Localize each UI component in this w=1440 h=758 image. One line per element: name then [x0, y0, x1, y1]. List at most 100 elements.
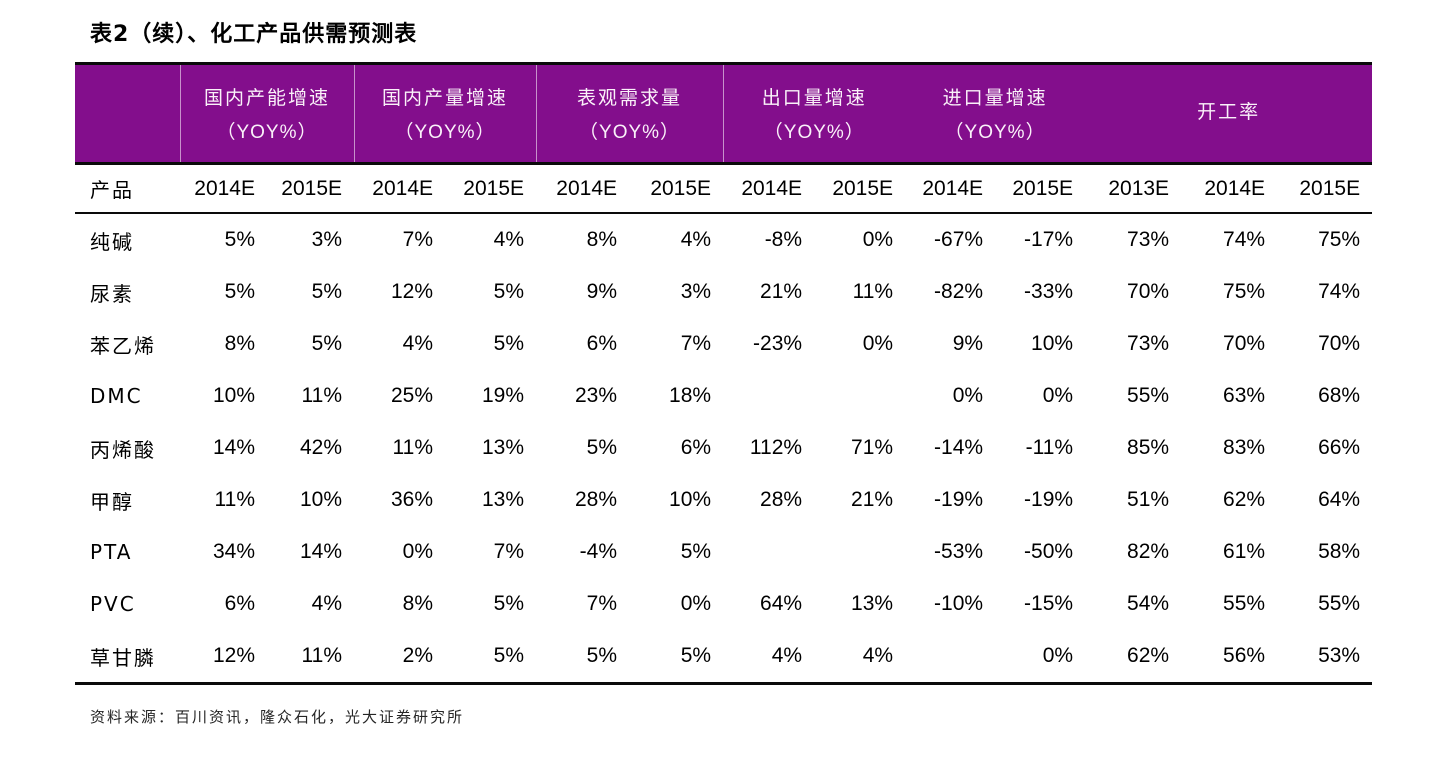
value-cell: 74% — [1318, 280, 1361, 303]
value-cell: 62% — [1085, 630, 1182, 685]
supply-demand-forecast-table: 国内产能增速 （YOY%） 国内产量增速 （YOY%） 表观需求量 （YOY%） 出口量增速… — [75, 62, 1373, 685]
column-group-unit: （YOY%） — [944, 122, 1046, 143]
column-group-name: 国内产量增速 — [382, 87, 509, 109]
value-cell: 13% — [482, 488, 525, 511]
value-cell: 42% — [299, 436, 343, 459]
value-cell: 5% — [680, 540, 712, 563]
value-cell: 11% — [214, 488, 255, 511]
value-cell: 53% — [1277, 630, 1373, 685]
year-header-row: 产品 2014E 2015E 2014E 2015E 2014E 2015E 2014E 20… — [75, 163, 1373, 214]
year-header: 2015E — [814, 163, 906, 214]
value-cell: 56% — [1181, 630, 1278, 685]
product-name: PTA — [90, 540, 133, 564]
value-cell: 10% — [669, 488, 712, 511]
year-header: 2014E — [1181, 163, 1278, 214]
value-cell: 7% — [493, 540, 525, 563]
value-cell: 5% — [224, 280, 255, 303]
product-column-header: 产品 — [75, 163, 180, 214]
value-cell: 0% — [995, 630, 1086, 685]
value-cell: 6% — [680, 436, 712, 459]
value-cell: 13% — [851, 592, 894, 615]
column-group-name: 开工率 — [1197, 100, 1261, 123]
product-name: 甲醇 — [90, 489, 134, 514]
value-cell — [723, 370, 814, 422]
value-cell: 8% — [402, 592, 434, 615]
value-cell: 73% — [1127, 332, 1170, 355]
table-row: 甲醇 11% 10% 36% 13% 28% 10% 28% 21% -19% -19% 51% 62%… — [75, 474, 1372, 526]
value-cell: -11% — [1025, 436, 1074, 459]
value-cell: 70% — [1127, 280, 1170, 303]
year-header: 2014E — [354, 163, 446, 214]
column-group: 进口量增速 （YOY%） — [905, 62, 1086, 165]
value-cell: -33% — [1024, 280, 1074, 303]
value-cell: 64% — [760, 592, 803, 615]
value-cell: 4% — [814, 630, 906, 685]
value-cell: -67% — [934, 228, 984, 251]
value-cell: 14% — [212, 436, 255, 459]
value-cell: 18% — [669, 384, 712, 407]
product-name: 尿素 — [90, 281, 134, 306]
value-cell: 64% — [1318, 488, 1361, 511]
value-cell: 11% — [267, 630, 355, 685]
value-cell: 4% — [493, 228, 525, 251]
column-group: 表观需求量 （YOY%） — [535, 62, 724, 165]
year-header: 2014E — [905, 163, 996, 214]
value-cell: 61% — [1223, 540, 1266, 563]
value-cell: -19% — [1024, 488, 1074, 511]
value-cell: 9% — [952, 332, 984, 355]
value-cell: 25% — [390, 384, 434, 407]
value-cell: 3% — [311, 228, 343, 251]
value-cell: 34% — [212, 540, 255, 563]
year-header: 2014E — [536, 163, 630, 214]
value-cell: 71% — [851, 436, 894, 459]
value-cell: 0% — [1042, 384, 1074, 407]
value-cell: 28% — [760, 488, 803, 511]
year-header: 2015E — [629, 163, 724, 214]
value-cell: 55% — [1318, 592, 1361, 615]
column-group: 出口量增速 （YOY%） — [722, 62, 906, 165]
table-row: PVC 6% 4% 8% 5% 7% 0% 64% 13% -10% -15% 54% 55% 55% — [75, 578, 1372, 630]
value-cell: 4% — [311, 592, 343, 615]
column-group: 开工率 — [1085, 62, 1373, 165]
value-cell: 19% — [482, 384, 525, 407]
column-group-name: 出口量增速 — [761, 87, 867, 109]
value-cell: 7% — [680, 332, 712, 355]
value-cell: -50% — [1024, 540, 1074, 563]
value-cell: 66% — [1318, 436, 1361, 459]
value-cell: 5% — [311, 280, 343, 303]
value-cell: 85% — [1127, 436, 1170, 459]
value-cell: 6% — [224, 592, 255, 615]
year-header: 2014E — [723, 163, 815, 214]
value-cell: 21% — [851, 488, 894, 511]
value-cell: 74% — [1223, 228, 1266, 251]
value-cell: 8% — [224, 332, 255, 355]
value-cell: 5% — [493, 280, 525, 303]
table-row: DMC 10% 11% 25% 19% 23% 18% 0% 0% 55% 63% 68% — [75, 370, 1372, 422]
value-cell: 9% — [586, 280, 618, 303]
value-cell: 28% — [575, 488, 618, 511]
column-group-unit: （YOY%） — [394, 122, 496, 143]
value-cell: 13% — [482, 436, 525, 459]
value-cell: 4% — [680, 228, 712, 251]
value-cell: 12% — [180, 630, 267, 685]
value-cell: 63% — [1223, 384, 1266, 407]
source-note: 资料来源：百川资讯，隆众石化，光大证券研究所 — [90, 708, 465, 726]
product-name: DMC — [90, 384, 143, 408]
year-header: 2015E — [1277, 163, 1373, 214]
value-cell: -53% — [934, 540, 984, 563]
value-cell: 54% — [1127, 592, 1170, 615]
page-title: 表2（续）、化工产品供需预测表 — [90, 22, 418, 47]
value-cell: -10% — [934, 592, 984, 615]
value-cell: 83% — [1223, 436, 1266, 459]
value-cell: 51% — [1127, 488, 1170, 511]
value-cell: -82% — [934, 280, 984, 303]
value-cell: 5% — [536, 630, 630, 685]
value-cell — [723, 526, 814, 578]
column-group-unit: （YOY%） — [579, 122, 681, 143]
value-cell: 0% — [402, 540, 434, 563]
value-cell: 36% — [390, 488, 434, 511]
column-group-name: 表观需求量 — [577, 87, 683, 109]
value-cell: 75% — [1223, 280, 1266, 303]
year-header: 2013E — [1085, 163, 1182, 214]
corner-cell — [75, 62, 180, 165]
